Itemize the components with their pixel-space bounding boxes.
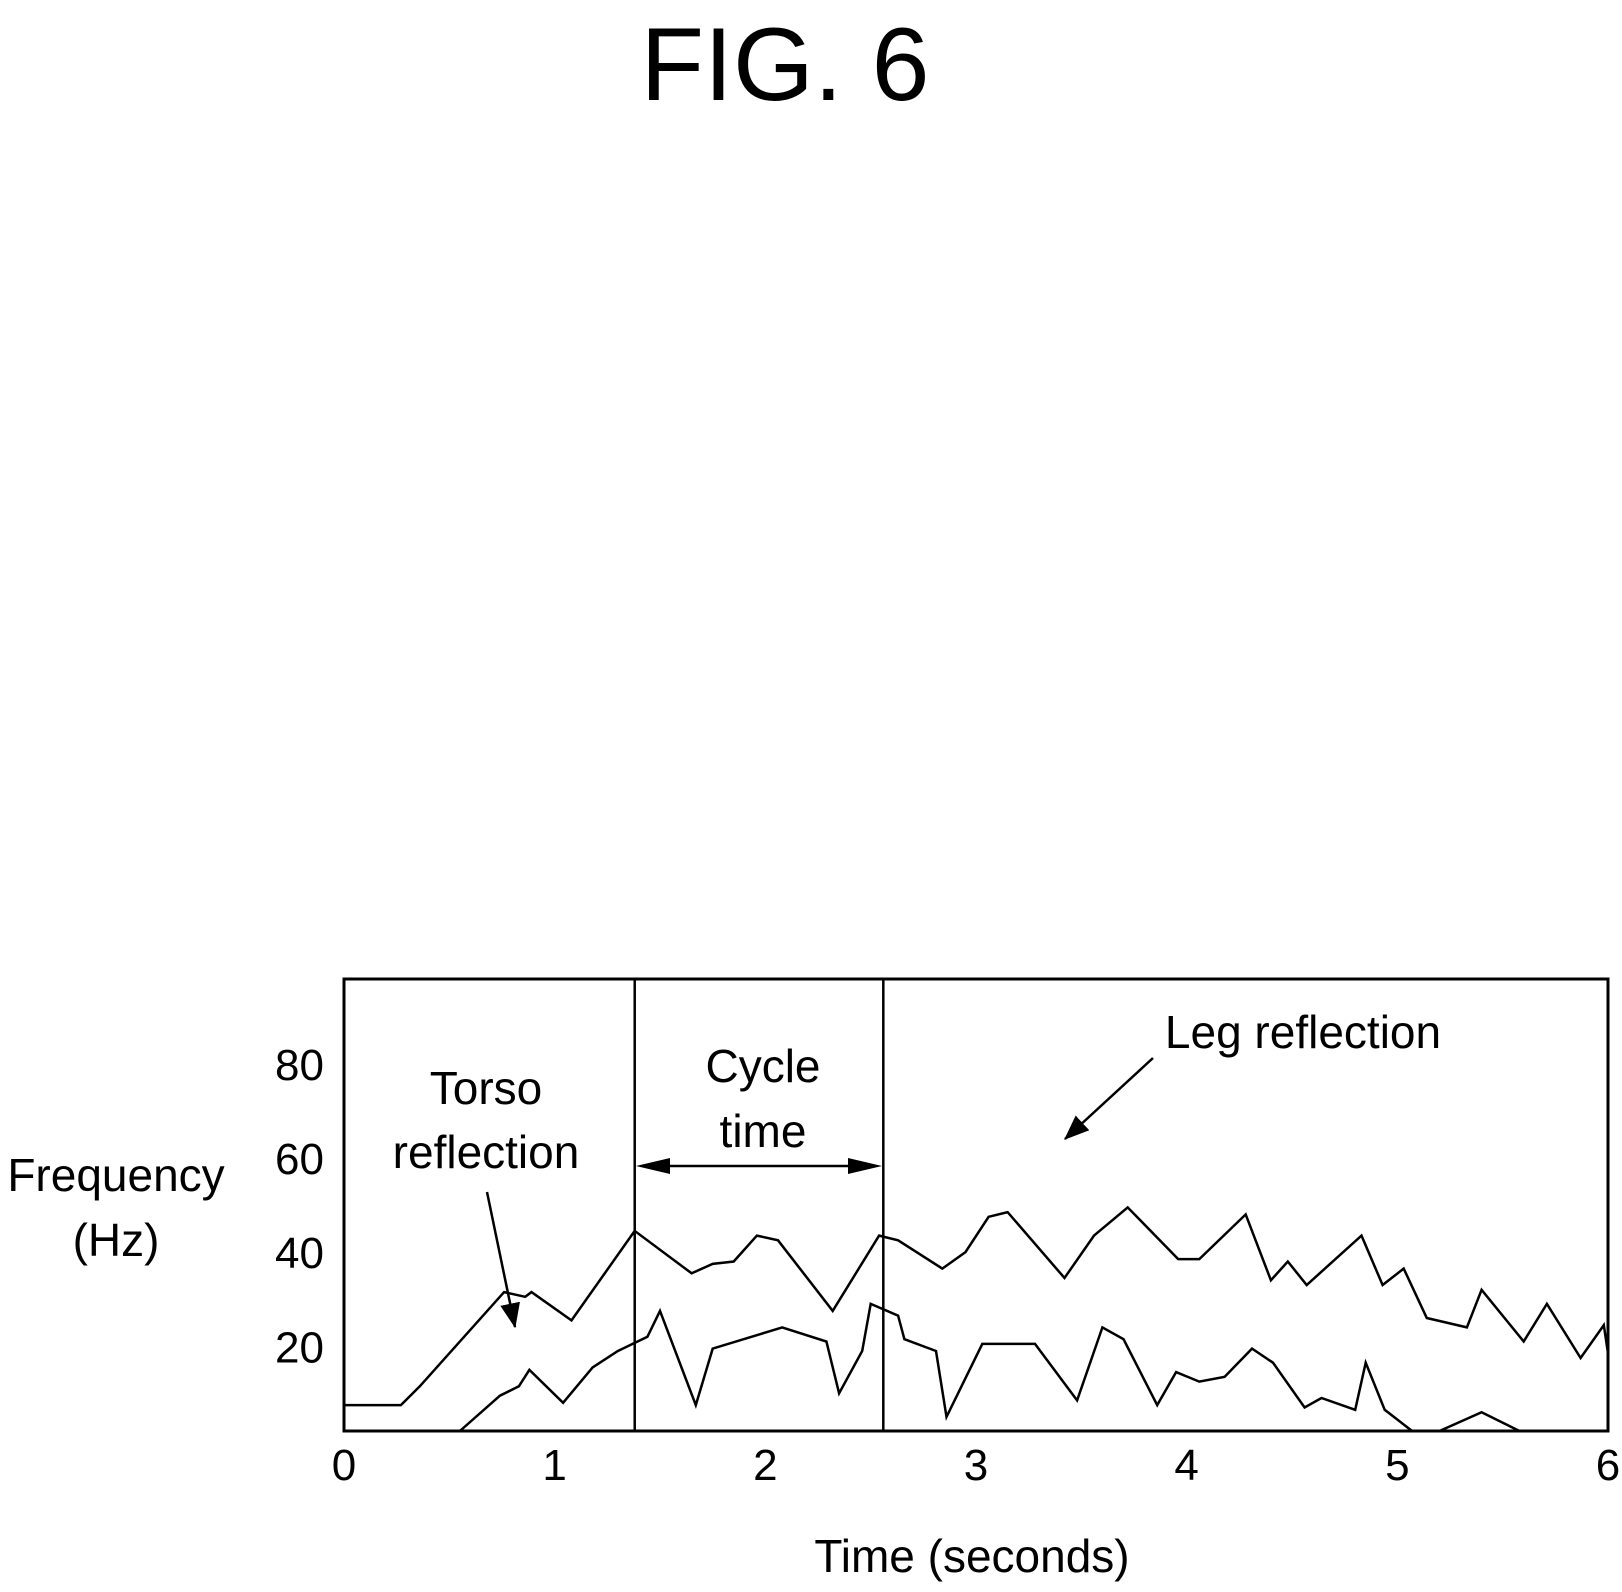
y-tick-labels: 20 40 60 80 — [275, 1041, 324, 1373]
leg-annotation: Leg reflection — [1165, 1006, 1441, 1058]
series-line-3 — [1438, 1410, 1521, 1433]
cycle-annotation-line2: time — [720, 1105, 807, 1157]
y-axis-label-line1: Frequency — [7, 1149, 224, 1201]
plot-frame — [342, 977, 1610, 1433]
torso-annotation-line2: reflection — [393, 1126, 580, 1178]
cycle-boundary-lines — [633, 979, 885, 1431]
x-axis-label: Time (seconds) — [814, 1530, 1129, 1582]
leg-annotation-arrow — [1064, 1057, 1154, 1140]
series-line-2 — [459, 1302, 1413, 1432]
y-tick-label: 40 — [275, 1229, 324, 1278]
y-tick-label: 80 — [275, 1041, 324, 1090]
x-tick-label: 1 — [542, 1441, 566, 1490]
x-tick-label: 4 — [1174, 1441, 1198, 1490]
series-line-1 — [344, 1205, 1610, 1407]
cycle-arrow-right-head — [848, 1158, 882, 1174]
series-group — [344, 1205, 1610, 1433]
figure-title: FIG. 6 — [641, 7, 930, 123]
x-tick-labels: 0 1 2 3 4 5 6 — [332, 1441, 1620, 1490]
torso-annotation-line1: Torso — [430, 1062, 542, 1114]
y-tick-label: 20 — [275, 1323, 324, 1372]
x-tick-label: 6 — [1596, 1441, 1620, 1490]
x-tick-label: 3 — [964, 1441, 988, 1490]
x-tick-label: 5 — [1385, 1441, 1409, 1490]
x-tick-label: 2 — [753, 1441, 777, 1490]
x-tick-label: 0 — [332, 1441, 356, 1490]
cycle-arrow-left-head — [636, 1158, 670, 1174]
y-axis-label-line2: (Hz) — [73, 1214, 160, 1266]
cycle-annotation-line1: Cycle — [705, 1040, 820, 1092]
torso-annotation-arrow — [485, 1191, 520, 1329]
y-tick-label: 60 — [275, 1135, 324, 1184]
